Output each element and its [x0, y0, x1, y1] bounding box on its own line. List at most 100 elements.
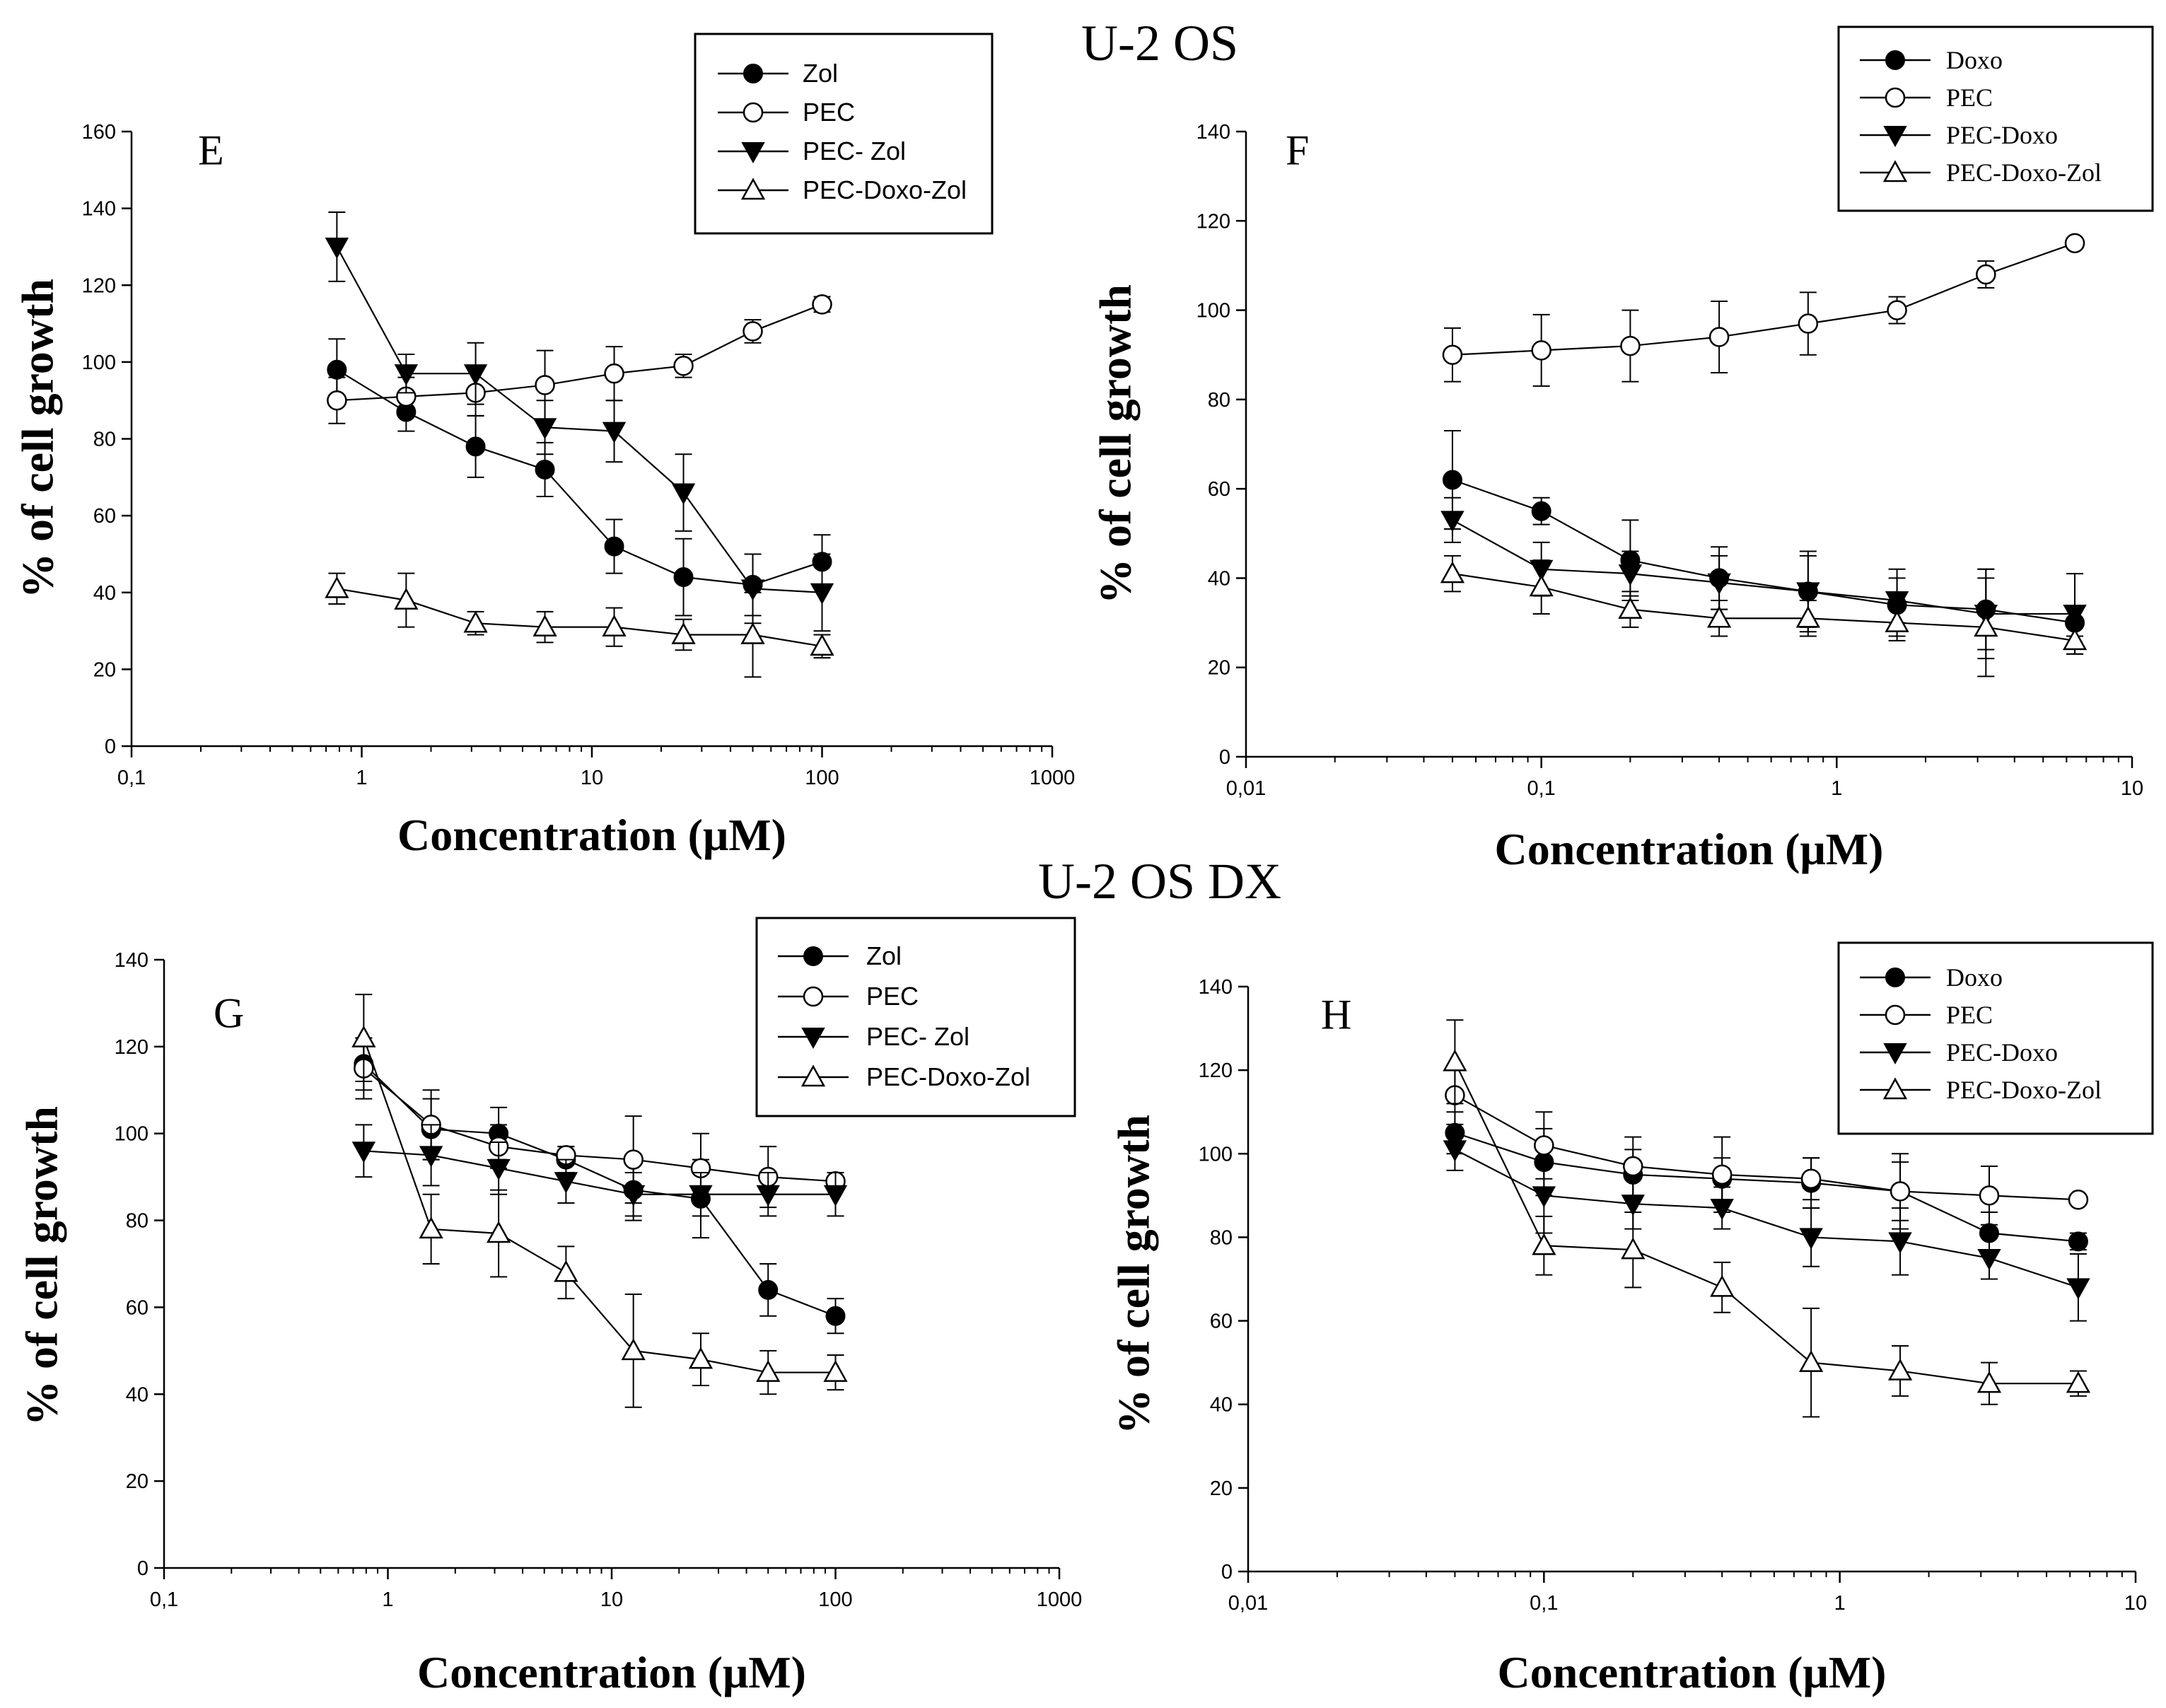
y-tick-label: 40 [126, 1383, 149, 1406]
legend-entry: PEC-Doxo-Zol [1860, 1076, 2102, 1104]
legend-entry: PEC [718, 98, 855, 127]
x-axis-label: Concentration (μM) [397, 810, 786, 860]
x-tick-label: 1 [382, 1588, 393, 1611]
data-point [2066, 1371, 2091, 1393]
data-point [1443, 1140, 1467, 1162]
data-point [2066, 1278, 2090, 1300]
legend-entry: PEC- Zol [718, 136, 906, 165]
data-point [1795, 605, 1820, 628]
x-tick-label: 100 [818, 1588, 852, 1611]
data-point [351, 1025, 376, 1047]
data-point [1621, 1237, 1646, 1260]
series-line [1454, 1149, 2079, 1289]
data-point [1620, 335, 1641, 356]
data-point [1707, 605, 1732, 628]
y-tick-label: 100 [1196, 300, 1230, 323]
y-axis-label: % of cell growth [17, 1106, 67, 1426]
series-line [363, 1150, 836, 1195]
series-line [1452, 479, 2075, 624]
data-point [673, 356, 694, 376]
y-tick-label: 100 [1199, 1143, 1233, 1166]
legend-entry: Doxo [1860, 963, 2003, 992]
data-point [1440, 511, 1465, 533]
data-point [810, 634, 834, 656]
x-tick-label: 0,1 [1530, 1592, 1558, 1615]
data-point [688, 1347, 714, 1369]
series-pec [1442, 233, 2085, 387]
legend-entry: PEC [1860, 83, 1993, 112]
x-tick-label: 0,1 [1527, 777, 1556, 800]
legend-label: PEC [803, 98, 855, 127]
legend-label: PEC-Doxo [1946, 121, 2058, 149]
data-point [743, 321, 763, 342]
series-pec [327, 294, 832, 424]
legend-entry: PEC-Doxo-Zol [718, 175, 967, 204]
title-u2os-dx: U-2 OS DX [1038, 853, 1281, 910]
data-point [2068, 1231, 2088, 1252]
data-point [1440, 561, 1465, 583]
legend-label: PEC [866, 982, 919, 1011]
data-point [1890, 1181, 1911, 1202]
legend-label: Zol [803, 59, 838, 88]
y-tick-label: 80 [93, 429, 116, 451]
y-tick-label: 20 [126, 1470, 149, 1493]
data-point [463, 610, 488, 633]
legend-marker [1885, 87, 1906, 108]
data-point [1710, 1199, 1734, 1221]
data-point [1976, 1371, 2002, 1393]
legend-marker [1882, 1077, 1908, 1100]
x-tick-label: 1 [1831, 777, 1842, 800]
data-point [1708, 327, 1730, 347]
data-point [2068, 1190, 2089, 1210]
y-tick-label: 60 [126, 1296, 149, 1319]
data-point [623, 1149, 644, 1170]
x-tick-label: 1 [356, 767, 367, 789]
legend: Doxo PEC PEC-Doxo PEC-Doxo-Zol [1837, 25, 2154, 212]
data-point [1799, 1228, 1823, 1250]
y-axis-label: % of cell growth [13, 279, 63, 598]
data-point [325, 237, 349, 259]
data-point [1618, 564, 1643, 586]
y-tick-label: 120 [1196, 210, 1230, 233]
data-point [756, 1185, 780, 1207]
title-u2os: U-2 OS [1081, 15, 1238, 71]
x-tick-label: 1 [1834, 1592, 1846, 1615]
y-tick-label: 100 [115, 1123, 149, 1146]
data-point [621, 1338, 646, 1361]
series-pec-zol [351, 1124, 848, 1217]
y-tick-label: 160 [82, 121, 116, 144]
y-tick-label: 0 [105, 736, 116, 758]
legend-marker [743, 64, 763, 83]
y-tick-label: 20 [1208, 657, 1230, 680]
legend: Zol PEC PEC- Zol PEC-Doxo-Zol [694, 33, 994, 235]
data-point [1796, 582, 1820, 604]
data-point [1531, 340, 1551, 361]
data-point [419, 1216, 443, 1239]
data-point [1976, 264, 1996, 285]
data-point [532, 615, 557, 637]
data-point [419, 1146, 443, 1168]
series-line [1452, 242, 2075, 356]
data-point [394, 364, 419, 386]
data-point [602, 615, 627, 637]
data-point [1618, 597, 1643, 619]
data-point [1885, 610, 1909, 632]
x-tick-label: 1000 [1030, 767, 1076, 789]
y-tick-label: 120 [82, 274, 116, 297]
data-point [1532, 1233, 1556, 1255]
series-pec-doxo-zol [1440, 554, 2088, 678]
legend-label: PEC- Zol [803, 136, 906, 165]
panel-f-chart: F 0 20 40 60 80 100 120 140 0,01 0,1 1 10 Concentrati… [1090, 25, 2154, 874]
legend-entry: PEC [1860, 1001, 1993, 1029]
legend-label: Zol [866, 941, 902, 970]
data-point [535, 375, 555, 395]
x-tick-label: 10 [2124, 1592, 2147, 1615]
data-point [327, 390, 347, 411]
series-line [363, 1063, 836, 1317]
series-pec-zol [325, 211, 834, 632]
legend-label: PEC-Doxo-Zol [1946, 1076, 2102, 1104]
y-tick-label: 0 [137, 1557, 149, 1580]
x-tick-label: 10 [581, 767, 603, 789]
